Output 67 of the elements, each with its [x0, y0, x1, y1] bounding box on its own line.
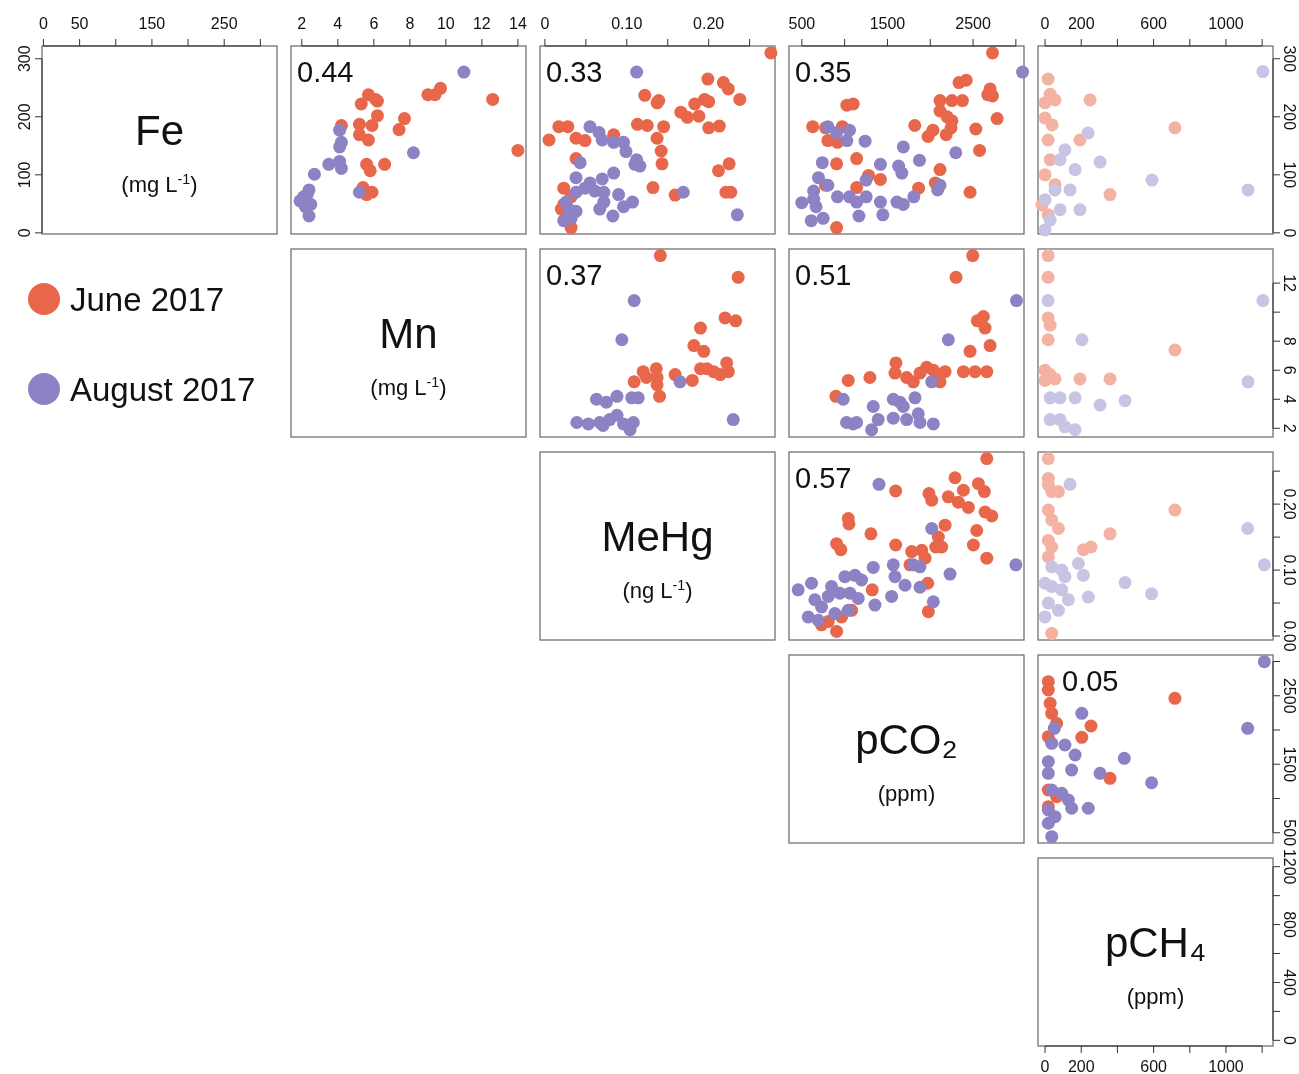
y-tick-label: 2500 — [1280, 677, 1298, 714]
x-tick-label: 600 — [1140, 15, 1168, 32]
text: (mg L$^{-1}$) — [370, 374, 447, 400]
text: (ppm) — [877, 781, 936, 806]
x-tick-label: 250 — [210, 15, 238, 32]
x-tick-label: 1000 — [1208, 15, 1244, 32]
y-tick-label: 100 — [16, 161, 34, 189]
y-tick-label: 0.20 — [1280, 488, 1298, 520]
x-tick-label: 0 — [1040, 15, 1050, 32]
y-tick-label: 1500 — [1280, 746, 1298, 783]
annotation: 0.57 — [795, 462, 852, 494]
x-tick-label: 12 — [472, 15, 491, 32]
annotation: 0.33 — [546, 56, 603, 88]
y-tick-label: 2 — [1280, 423, 1298, 433]
annotation: 0.35 — [795, 56, 852, 88]
annotation: 0.37 — [546, 259, 603, 291]
x-tick-label: 0 — [540, 15, 550, 32]
y-tick-label: 300 — [16, 45, 34, 73]
y-tick-label: 100 — [1280, 161, 1298, 189]
text: MeHg — [601, 513, 714, 560]
x-tick-label: 6 — [369, 15, 379, 32]
y-tick-label: 200 — [1280, 103, 1298, 131]
y-tick-label: 4 — [1280, 394, 1298, 404]
y-tick-label: 800 — [1280, 911, 1298, 939]
legend-label: June 2017 — [70, 280, 225, 318]
text: Mn — [379, 310, 438, 357]
x-tick-label: 600 — [1140, 1058, 1168, 1074]
x-tick-label: 2 — [297, 15, 307, 32]
y-tick-label: 12 — [1280, 274, 1298, 293]
y-tick-label: 6 — [1280, 365, 1298, 375]
text: Fe — [134, 107, 185, 154]
y-tick-label: 0 — [16, 228, 34, 238]
annotation: 0.44 — [297, 56, 354, 88]
x-tick-label: 8 — [405, 15, 415, 32]
y-tick-label: 0 — [1280, 228, 1298, 238]
x-tick-label: 10 — [436, 15, 455, 32]
annotation: 0.05 — [1062, 665, 1119, 697]
x-tick-label: 200 — [1067, 15, 1095, 32]
x-tick-label: 0.20 — [693, 15, 725, 32]
x-tick-label: 14 — [509, 15, 527, 32]
y-tick-label: 0.00 — [1280, 620, 1298, 652]
text: pCO₂ — [855, 716, 958, 763]
y-tick-label: 300 — [1280, 45, 1298, 73]
y-tick-label: 0.10 — [1280, 554, 1298, 586]
x-tick-label: 0 — [38, 15, 48, 32]
x-tick-label: 1000 — [1208, 1058, 1244, 1074]
y-tick-label: 1200 — [1280, 848, 1298, 885]
legend-label: August 2017 — [70, 370, 256, 408]
text: (ppm) — [1126, 984, 1185, 1009]
x-tick-label: 50 — [70, 15, 89, 32]
y-tick-label: 200 — [16, 103, 34, 131]
y-tick-label: 8 — [1280, 336, 1298, 346]
text: (ng L$^{-1}$) — [622, 577, 693, 603]
y-tick-label: 0 — [1280, 1035, 1298, 1045]
x-tick-label: 150 — [138, 15, 166, 32]
x-tick-label: 0.10 — [611, 15, 643, 32]
text: (mg L$^{-1}$) — [121, 171, 198, 197]
x-tick-label: 500 — [788, 15, 816, 32]
x-tick-label: 1500 — [869, 15, 906, 32]
x-tick-label: 4 — [333, 15, 343, 32]
y-tick-label: 400 — [1280, 969, 1298, 996]
x-tick-label: 200 — [1067, 1058, 1095, 1074]
annotation: 0.51 — [795, 259, 852, 291]
text: pCH₄ — [1104, 919, 1207, 966]
x-tick-label: 0 — [1040, 1058, 1050, 1074]
x-tick-label: 2500 — [955, 15, 991, 32]
y-tick-label: 500 — [1280, 819, 1298, 847]
